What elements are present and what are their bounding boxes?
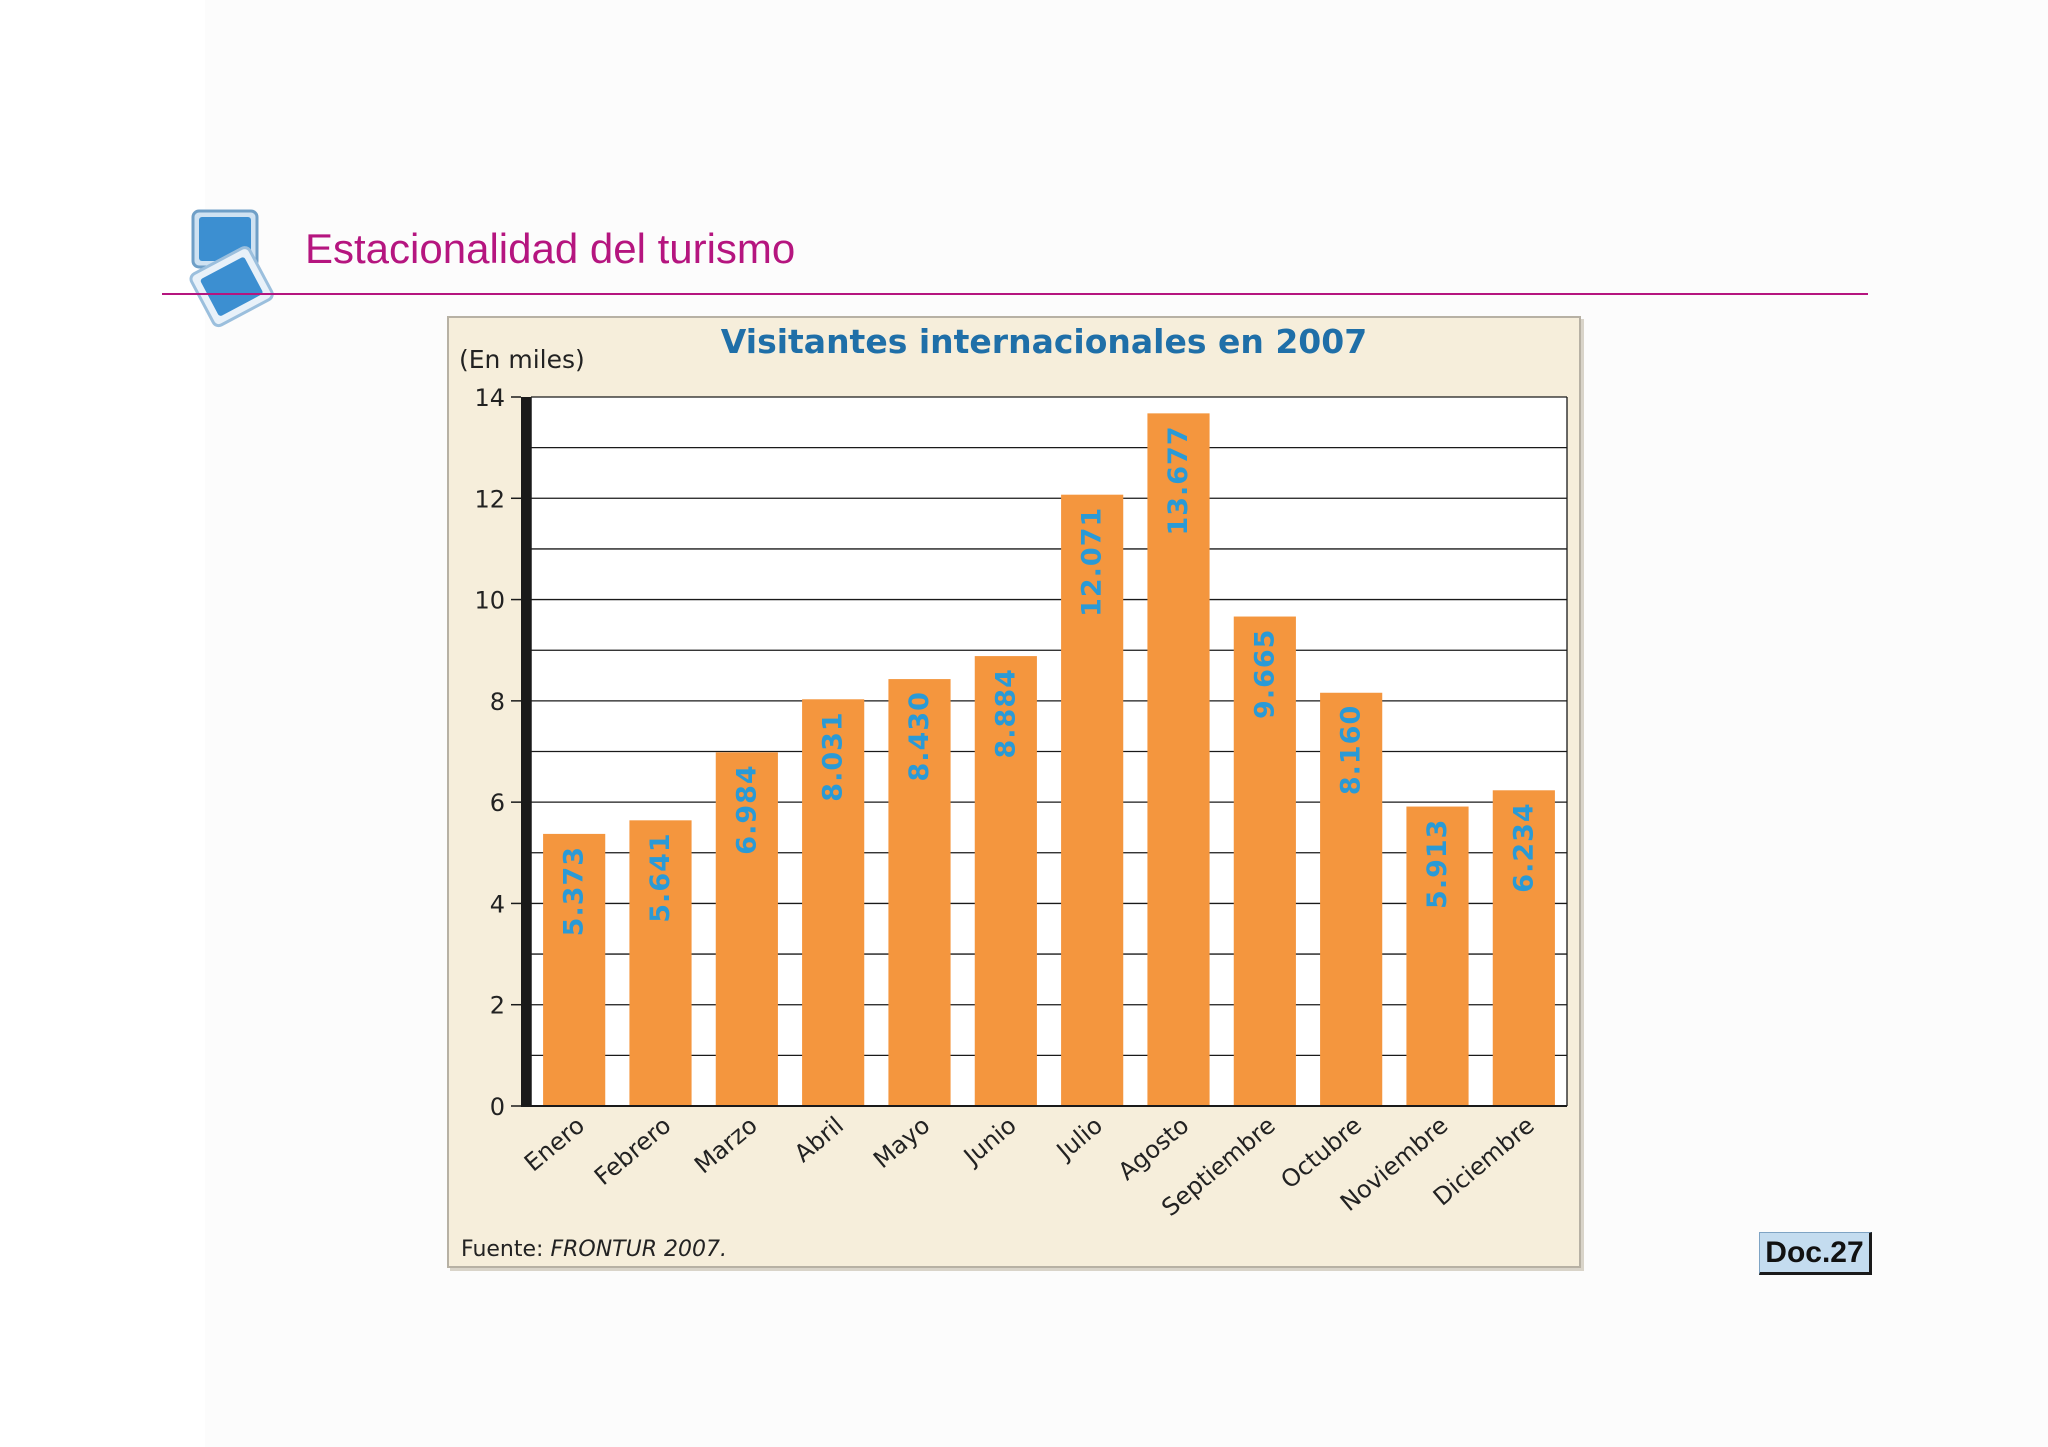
x-tick-label: Enero	[519, 1111, 590, 1177]
bar	[1061, 494, 1124, 1106]
bar-value-label: 8.884	[990, 668, 1021, 758]
bar	[715, 752, 778, 1106]
bar	[1406, 806, 1469, 1106]
doc-label: Doc.27	[1759, 1232, 1872, 1275]
y-tick-label: 6	[490, 789, 505, 817]
x-tick-label: Junio	[957, 1111, 1022, 1172]
bar	[888, 679, 951, 1106]
plot-area: 0 2 4 6 8 10 12 14 5.373 Enero 5.641 Febrero 6.984 Ma…	[474, 384, 1568, 1222]
y-tick-label: 14	[474, 384, 505, 412]
x-tick-label: Mayo	[868, 1111, 935, 1174]
bar-value-label: 5.641	[645, 832, 676, 922]
bar	[974, 656, 1037, 1106]
source-prefix: Fuente:	[461, 1237, 550, 1262]
y-tick-label: 0	[490, 1093, 505, 1121]
y-axis	[521, 397, 531, 1106]
bar	[1233, 616, 1296, 1106]
y-tick-label: 12	[474, 485, 505, 513]
bar	[802, 699, 865, 1106]
x-tick-label: Febrero	[589, 1111, 676, 1191]
bar	[1492, 790, 1555, 1106]
bar	[629, 820, 692, 1106]
y-tick-label: 10	[474, 587, 505, 615]
x-tick-label: Marzo	[689, 1111, 763, 1179]
overlapping-squares-icon	[185, 205, 285, 335]
unit-label: (En miles)	[459, 345, 585, 374]
bar-value-label: 9.665	[1249, 629, 1280, 719]
chart-panel: Visitantes internacionales en 2007 (En m…	[447, 316, 1581, 1268]
bar-value-label: 8.160	[1336, 705, 1367, 795]
bar-value-label: 8.430	[904, 691, 935, 781]
y-tick-label: 8	[490, 688, 505, 716]
bar-value-label: 6.234	[1508, 802, 1539, 892]
x-tick-label: Abril	[789, 1111, 849, 1168]
bar-value-label: 12.071	[1077, 507, 1108, 617]
source-name: FRONTUR 2007.	[550, 1237, 727, 1262]
bar-value-label: 6.984	[731, 764, 762, 854]
chart-title: Visitantes internacionales en 2007	[721, 322, 1367, 361]
bar-value-label: 8.031	[818, 711, 849, 801]
x-tick-label: Agosto	[1113, 1111, 1195, 1186]
bar-value-label: 5.913	[1422, 819, 1453, 909]
title-divider	[162, 293, 1868, 295]
bar-value-label: 13.677	[1163, 425, 1194, 535]
bar-chart: Visitantes internacionales en 2007 (En m…	[459, 322, 1568, 1262]
slide-title: Estacionalidad del turismo	[305, 225, 796, 272]
y-tick-label: 4	[490, 890, 505, 918]
source-note: Fuente: FRONTUR 2007.	[461, 1237, 727, 1262]
x-tick-label: Julio	[1050, 1111, 1108, 1166]
bar	[1147, 413, 1210, 1106]
y-tick-label: 2	[490, 992, 505, 1020]
bar	[1320, 692, 1383, 1106]
bar-value-label: 5.373	[559, 846, 590, 936]
bar	[543, 833, 606, 1106]
